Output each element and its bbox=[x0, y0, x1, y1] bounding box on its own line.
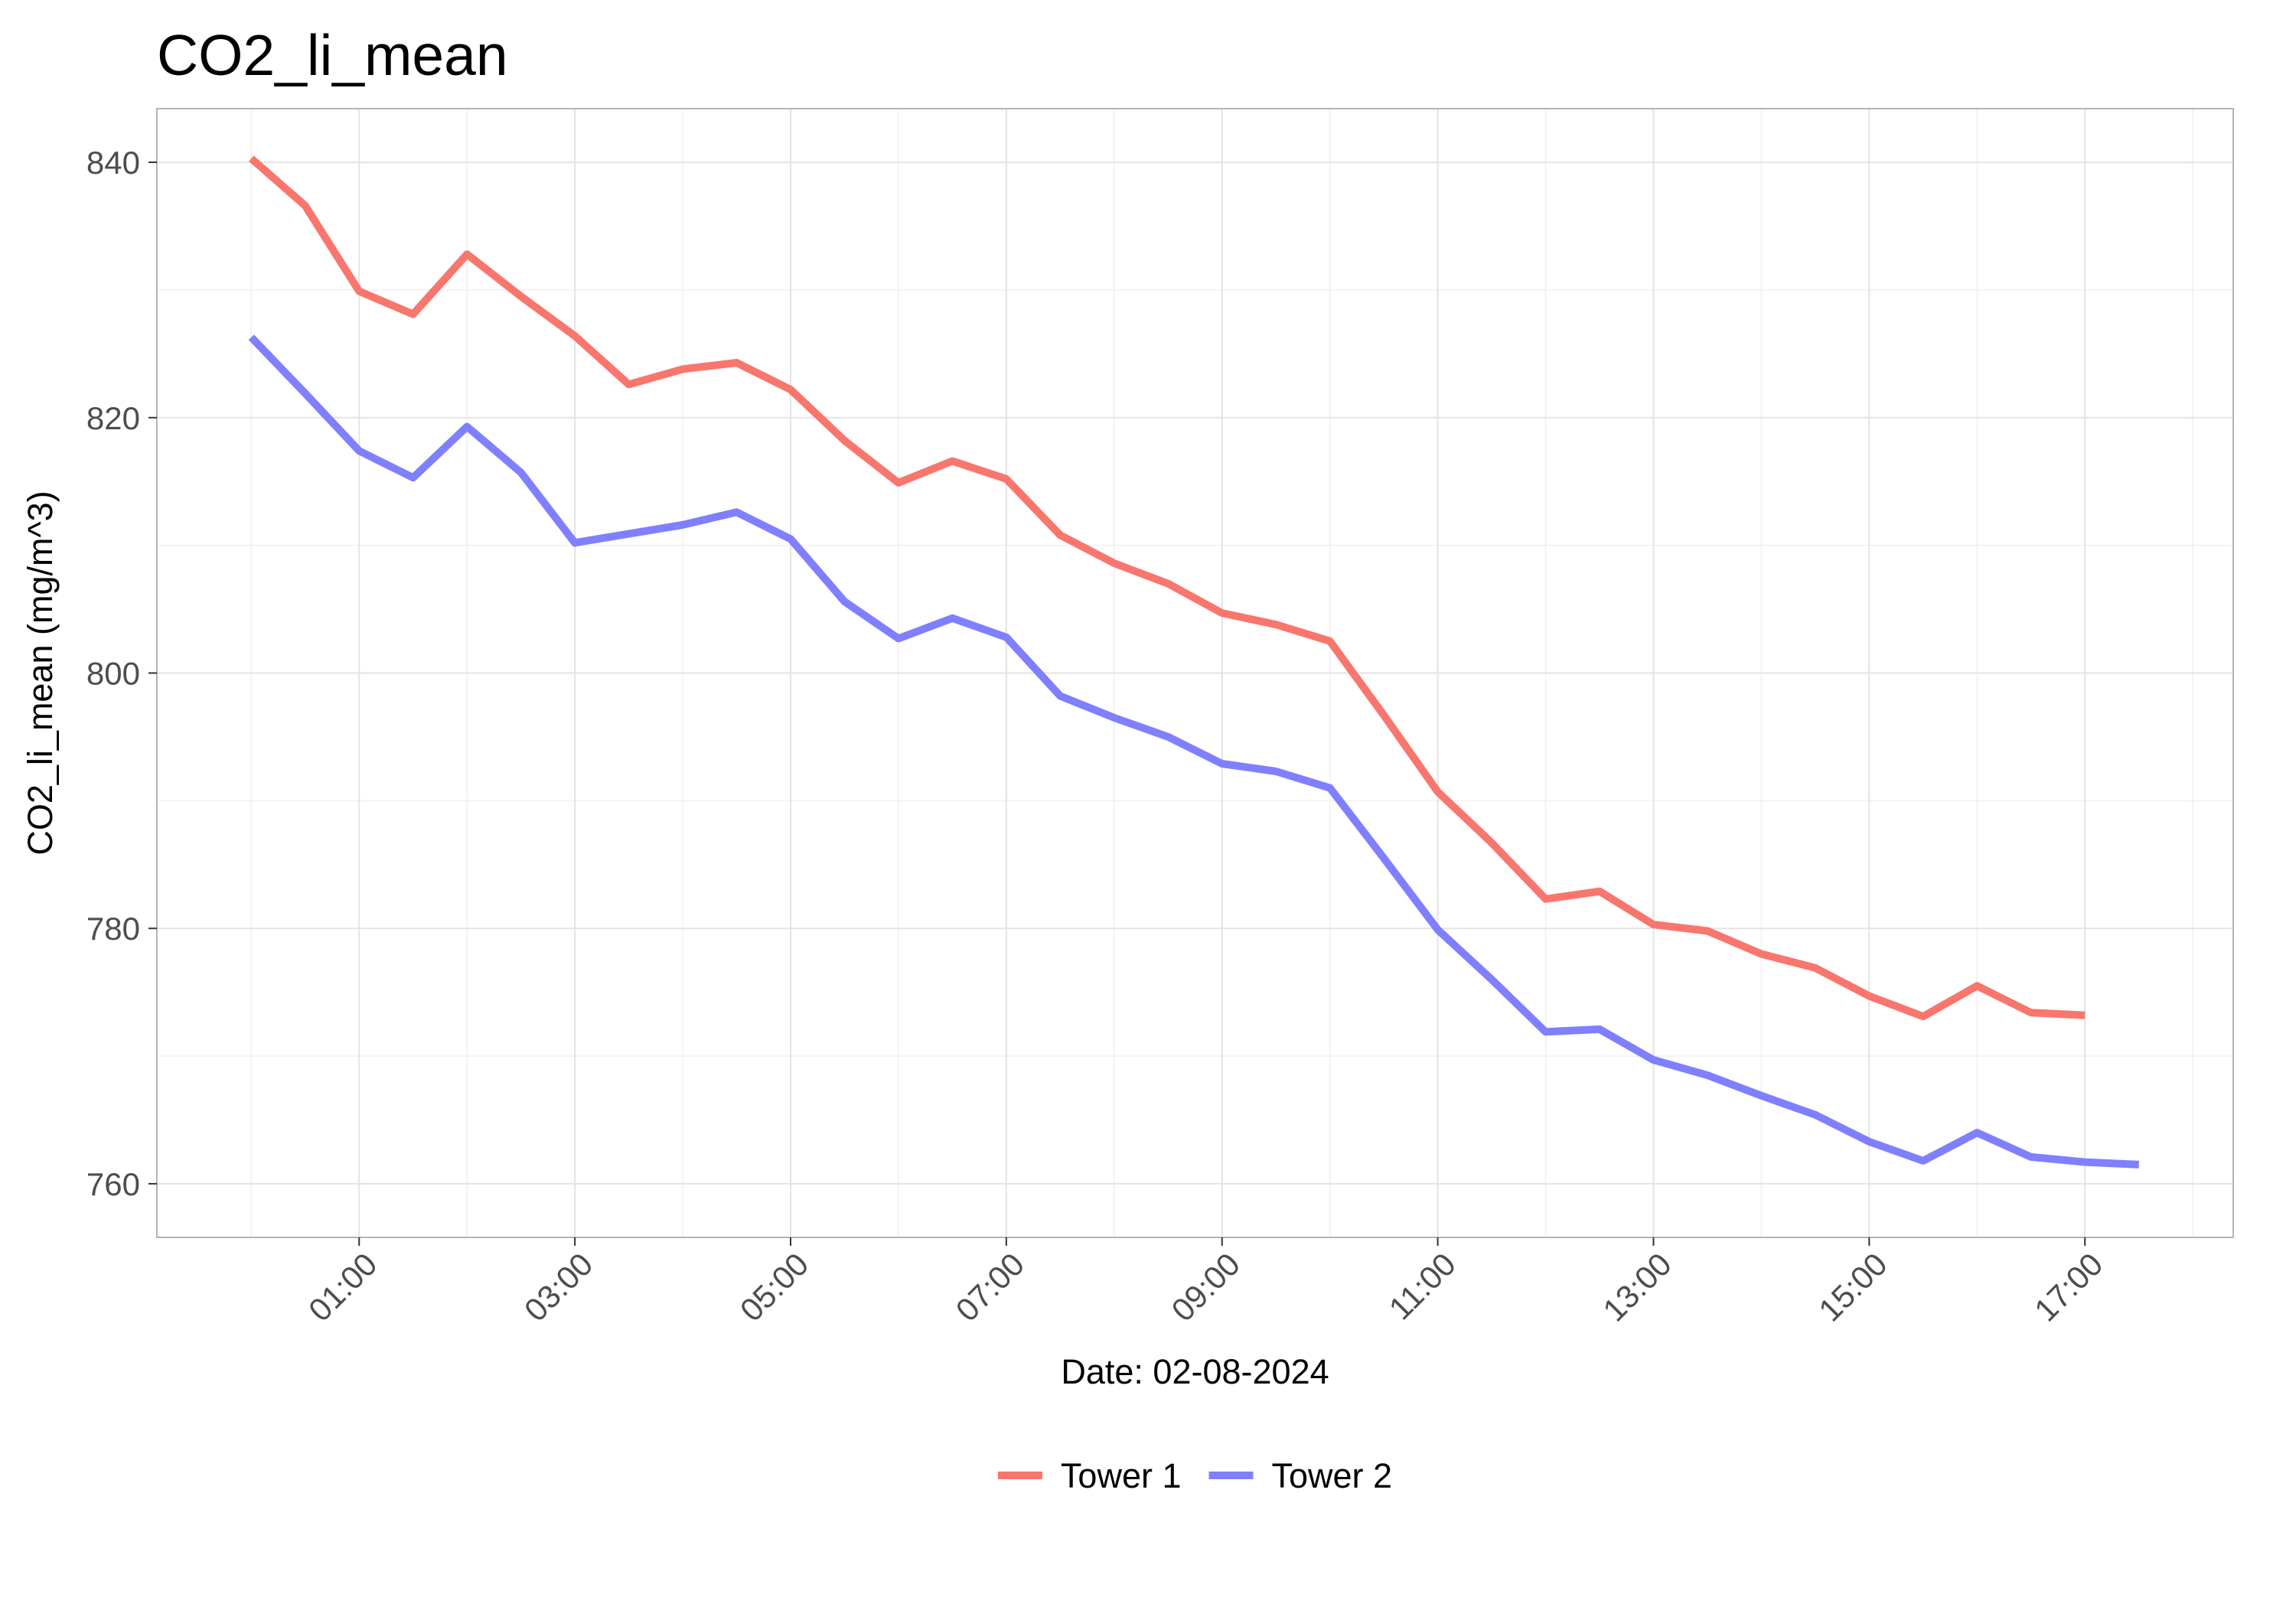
x-tick-label: 03:00 bbox=[517, 1246, 600, 1328]
legend-label-2: Tower 2 bbox=[1272, 1456, 1393, 1495]
x-tick-label: 13:00 bbox=[1596, 1246, 1678, 1328]
chart-title: CO2_li_mean bbox=[157, 23, 508, 87]
series-lines bbox=[248, 155, 2139, 1169]
y-tick-label: 840 bbox=[86, 145, 140, 181]
x-axis-title: Date: 02-08-2024 bbox=[1061, 1352, 1329, 1391]
x-tick-label: 11:00 bbox=[1382, 1246, 1463, 1326]
legend: Tower 1 Tower 2 bbox=[997, 1456, 1393, 1495]
grid-lines bbox=[157, 109, 2233, 1237]
series-line-1 bbox=[249, 155, 2086, 1021]
x-tick-label: 05:00 bbox=[733, 1246, 816, 1328]
x-tick-label: 17:00 bbox=[2027, 1246, 2110, 1328]
y-tick-label: 780 bbox=[86, 911, 140, 947]
x-tick-label: 07:00 bbox=[949, 1246, 1032, 1328]
y-tick-label: 760 bbox=[86, 1166, 140, 1202]
y-tick-label: 820 bbox=[86, 400, 140, 436]
x-tick-label: 09:00 bbox=[1165, 1246, 1247, 1328]
y-axis-title: CO2_li_mean (mg/m^3) bbox=[21, 491, 60, 855]
x-tick-label: 01:00 bbox=[302, 1246, 384, 1328]
y-tick-label: 800 bbox=[86, 656, 140, 692]
legend-label-1: Tower 1 bbox=[1061, 1456, 1182, 1495]
x-tick-label: 15:00 bbox=[1812, 1246, 1894, 1328]
series-line-2 bbox=[248, 334, 2139, 1169]
axes: 760 780 800 820 840 01:00 03:00 05:00 07:00 09:00… bbox=[86, 145, 2110, 1328]
